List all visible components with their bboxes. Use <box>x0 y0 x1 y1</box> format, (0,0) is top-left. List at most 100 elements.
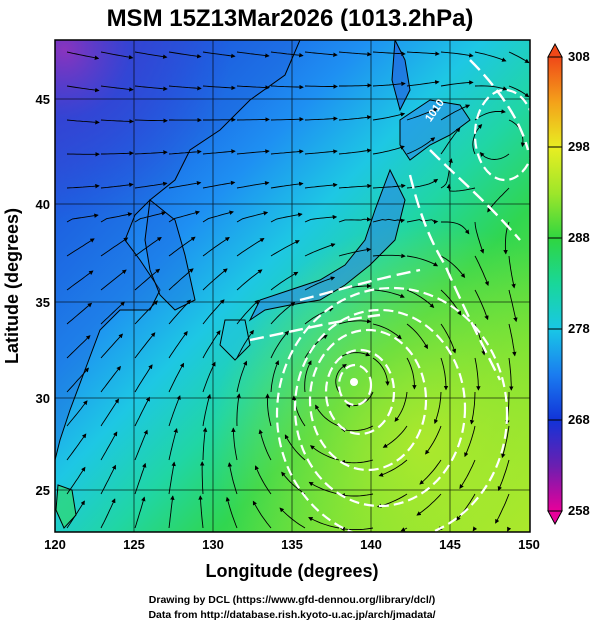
streamline <box>304 276 336 291</box>
streamline <box>168 85 202 91</box>
streamline <box>270 149 304 155</box>
streamline <box>474 109 506 121</box>
streamline <box>168 362 185 393</box>
streamline <box>406 137 436 155</box>
streamline <box>225 496 238 529</box>
streamline <box>100 498 116 529</box>
streamline <box>339 83 372 88</box>
low-pressure-center <box>275 88 530 532</box>
continent-landmass <box>55 40 301 461</box>
x-axis-label: Longitude (degrees) <box>205 561 378 581</box>
streamline <box>66 183 100 189</box>
colorbar-top-arrow <box>547 42 563 58</box>
streamline <box>100 431 118 461</box>
streamline <box>100 237 129 257</box>
chart-title: MSM 15Z13Mar2026 (1013.2hPa) <box>107 5 474 32</box>
streamline <box>100 464 116 495</box>
streamline <box>406 289 435 309</box>
streamline <box>474 51 507 62</box>
streamline <box>100 333 124 359</box>
streamline <box>508 323 517 357</box>
streamline <box>416 493 442 516</box>
streamline <box>202 361 216 393</box>
streamline <box>472 526 478 532</box>
streamline <box>66 85 100 93</box>
sakhalin-island <box>391 40 411 112</box>
streamline <box>338 217 372 223</box>
streamline <box>236 269 263 291</box>
streamline <box>134 300 158 325</box>
streamline <box>341 425 374 433</box>
streamline <box>304 360 312 393</box>
streamline <box>270 212 303 223</box>
colorbar: 308 298 288 278 268 258 <box>547 42 590 526</box>
streamline <box>202 299 225 325</box>
streamline <box>66 500 85 529</box>
colorbar-tick-label: 308 <box>568 49 590 64</box>
y-tick-label: 25 <box>36 483 50 498</box>
low-center-dot <box>350 378 358 386</box>
streamline <box>304 116 338 121</box>
streamline <box>134 118 168 123</box>
streamline <box>340 526 374 532</box>
streamline <box>440 104 471 121</box>
streamline <box>446 183 476 192</box>
streamline <box>236 149 270 155</box>
streamline <box>474 85 508 91</box>
streamline <box>236 360 248 393</box>
streamline <box>198 495 204 529</box>
streamline <box>202 427 208 461</box>
streamline <box>66 433 87 461</box>
streamline <box>279 507 306 529</box>
streamline <box>100 85 134 92</box>
streamline <box>134 496 146 529</box>
streamline <box>406 51 440 56</box>
streamline <box>309 445 340 461</box>
streamline <box>168 395 181 427</box>
streamline <box>433 391 442 425</box>
streamline <box>308 517 340 529</box>
streamline <box>378 459 408 477</box>
streamline <box>495 493 510 524</box>
streamline <box>406 108 438 121</box>
x-tick-label: 145 <box>439 537 461 552</box>
streamline <box>440 221 470 235</box>
streamline <box>479 152 510 160</box>
streamline <box>270 271 299 291</box>
x-tick-label: 150 <box>518 537 540 552</box>
streamline <box>372 81 406 87</box>
streamline <box>440 323 457 354</box>
streamline <box>134 237 162 257</box>
streamline <box>66 51 100 60</box>
streamline <box>469 391 476 425</box>
streamline <box>202 393 212 427</box>
streamline <box>304 84 338 89</box>
x-axis-ticks: 120 125 130 135 140 145 150 <box>44 537 540 552</box>
streamline <box>406 357 417 390</box>
colorbar-bottom-arrow <box>547 510 563 526</box>
x-tick-label: 120 <box>44 537 66 552</box>
streamline <box>134 181 168 189</box>
colorbar-tick-label: 258 <box>568 503 590 518</box>
streamline <box>270 240 300 257</box>
streamline <box>168 495 175 529</box>
streamline <box>372 183 406 189</box>
y-tick-label: 35 <box>36 295 50 310</box>
streamline <box>372 357 390 386</box>
streamline <box>440 80 474 87</box>
streamline <box>372 51 406 56</box>
streamline <box>340 459 374 465</box>
streamline <box>284 434 306 461</box>
streamline <box>474 255 489 287</box>
x-tick-label: 135 <box>281 537 303 552</box>
streamline <box>236 329 254 359</box>
streamline <box>66 119 100 125</box>
streamline <box>507 526 512 532</box>
streamline <box>425 425 442 455</box>
streamline <box>134 85 168 92</box>
streamline <box>134 268 161 291</box>
streamline <box>134 462 147 495</box>
streamline <box>304 149 338 155</box>
streamline <box>100 365 121 393</box>
